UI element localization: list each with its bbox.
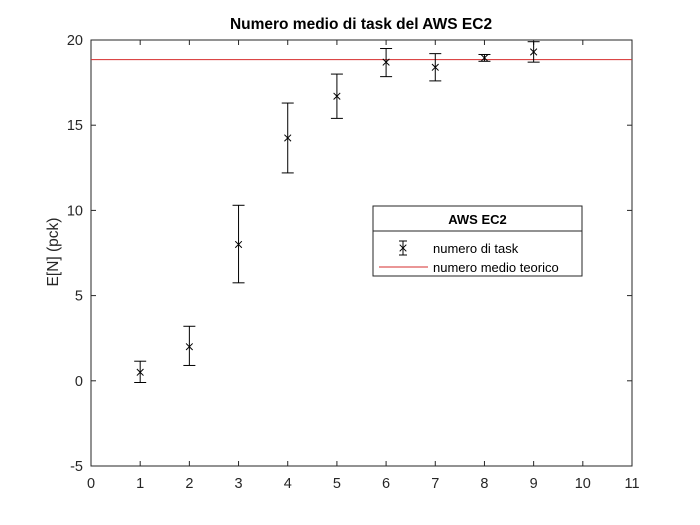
legend-x-marker: [399, 244, 407, 252]
y-tick-label: 0: [75, 374, 83, 390]
x-tick-label: 0: [87, 476, 95, 492]
x-tick-label: 11: [624, 476, 639, 492]
data-point: [478, 53, 491, 62]
data-point: [232, 204, 245, 284]
x-marker: [529, 48, 538, 56]
x-tick-label: 2: [185, 476, 193, 492]
y-tick-label: -5: [70, 459, 83, 475]
x-marker: [284, 134, 292, 142]
y-tick-label: 5: [75, 289, 83, 305]
x-tick-label: 5: [333, 476, 341, 492]
y-tick-label: 15: [67, 118, 83, 134]
y-axis-label: E[N] (pck): [45, 218, 62, 287]
x-marker: [185, 343, 194, 351]
data-point: [380, 48, 393, 78]
x-tick-label: 1: [136, 476, 144, 492]
x-tick-label: 4: [284, 476, 292, 492]
y-tick-label: 10: [67, 203, 83, 219]
x-marker: [136, 368, 144, 376]
x-tick-label: 6: [382, 476, 390, 492]
data-point: [330, 73, 343, 119]
legend: AWS EC2 numero di task numero medio teoric…: [372, 205, 583, 277]
x-tick-label: 8: [480, 476, 488, 492]
legend-title: AWS EC2: [448, 212, 507, 227]
x-tick-label: 10: [575, 476, 591, 492]
x-marker: [480, 54, 489, 62]
x-marker: [333, 92, 341, 100]
x-marker: [234, 240, 243, 249]
x-tick-label: 3: [235, 476, 243, 492]
x-marker: [431, 63, 439, 71]
x-tick-label: 7: [431, 476, 439, 492]
data-point: [134, 360, 147, 384]
y-tick-label: 20: [67, 33, 83, 49]
x-marker: [382, 58, 390, 66]
axes-box: [90, 39, 633, 467]
data-point: [183, 325, 196, 366]
data-point: [281, 102, 294, 174]
data-point: [527, 41, 540, 63]
x-tick-label: 9: [530, 476, 538, 492]
chart-title: Numero medio di task del AWS EC2: [230, 16, 492, 33]
legend-entry-tasks: numero di task: [433, 241, 519, 256]
data-point: [429, 53, 442, 82]
legend-entry-theoretical: numero medio teorico: [433, 260, 559, 275]
legend-box: [372, 205, 583, 277]
